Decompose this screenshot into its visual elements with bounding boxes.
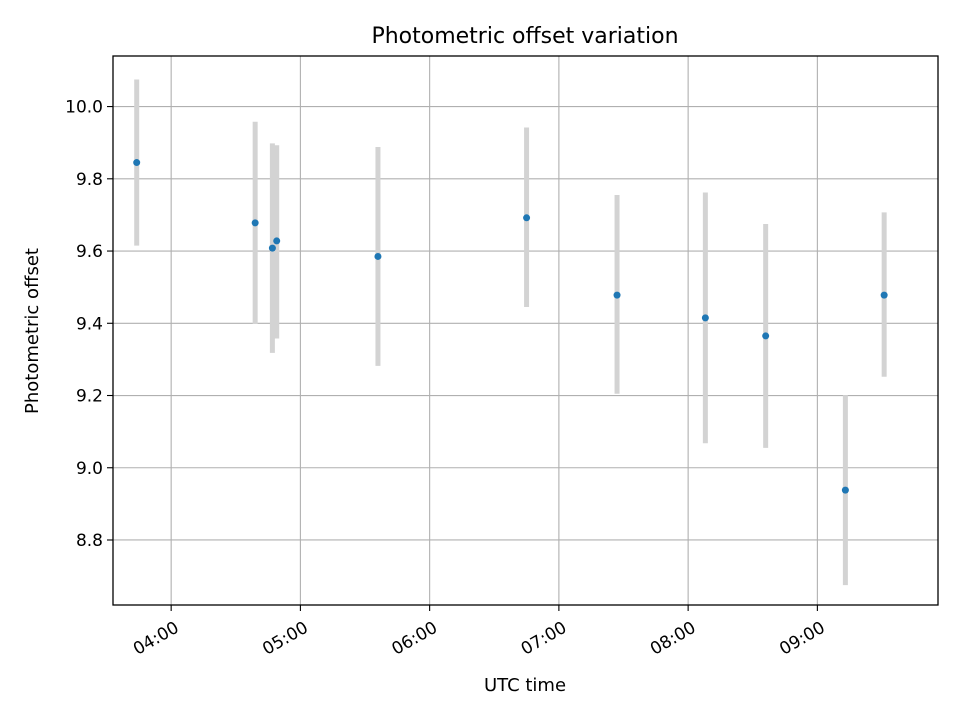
data-point <box>523 214 531 222</box>
point-layer <box>133 159 888 494</box>
data-point <box>273 237 281 245</box>
data-point <box>374 252 382 260</box>
plot-area-frame <box>112 55 939 606</box>
data-point <box>133 159 141 167</box>
grid-layer <box>113 56 938 605</box>
x-axis-title: UTC time <box>484 675 566 696</box>
chart-title: Photometric offset variation <box>371 24 678 49</box>
data-point <box>880 291 888 299</box>
data-point <box>762 332 770 340</box>
data-point <box>841 486 849 494</box>
y-tick-label: 9.4 <box>76 314 103 334</box>
y-tick-label: 10.0 <box>65 98 103 118</box>
data-point <box>268 244 276 252</box>
y-axis-title: Photometric offset <box>22 248 43 414</box>
data-point <box>613 291 621 299</box>
y-tick-label: 8.8 <box>76 531 103 551</box>
y-tick-label: 9.0 <box>76 459 103 479</box>
data-point <box>251 219 259 227</box>
y-tick-label: 9.6 <box>76 242 103 262</box>
y-tick-label: 9.8 <box>76 170 103 190</box>
data-point <box>701 314 709 322</box>
y-tick-label: 9.2 <box>76 387 103 407</box>
